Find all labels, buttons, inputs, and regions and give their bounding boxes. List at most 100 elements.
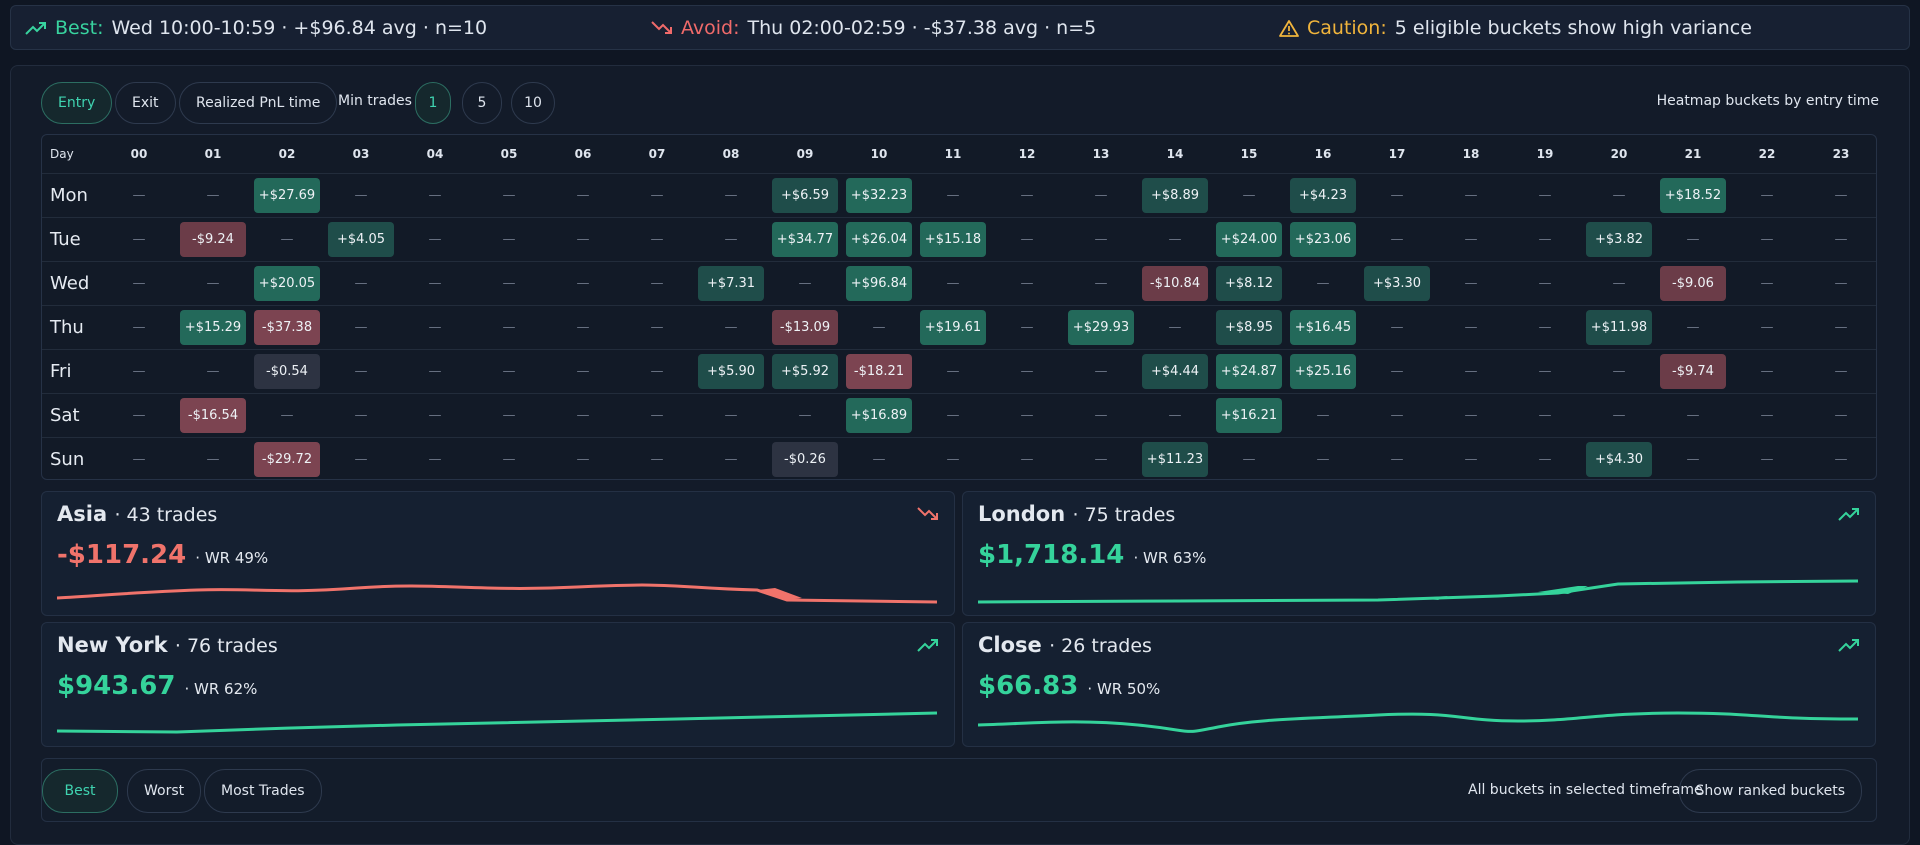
heatmap-cell: —	[472, 173, 546, 217]
heatmap-cell: —	[546, 261, 620, 305]
heatmap-cell: +$4.23	[1286, 173, 1360, 217]
min-trades-label: Min trades	[338, 93, 412, 109]
empty-cell: —	[576, 275, 590, 291]
pnl-chip: +$5.92	[772, 353, 838, 389]
heatmap-cell: +$16.21	[1212, 393, 1286, 437]
heatmap-cell: —	[694, 437, 768, 479]
hour-label: 23	[1832, 147, 1850, 161]
empty-cell: —	[1612, 187, 1626, 203]
heatmap-cell: —	[1508, 393, 1582, 437]
heatmap-cell: —	[546, 437, 620, 479]
empty-cell: —	[428, 451, 442, 467]
mode-toggle[interactable]: Realized PnL time	[179, 82, 338, 124]
heatmap-cell: +$29.93	[1064, 305, 1138, 349]
empty-cell: —	[1094, 451, 1108, 467]
empty-cell: —	[502, 231, 516, 247]
heatmap-cell: +$11.98	[1582, 305, 1656, 349]
hour-label: 06	[574, 147, 592, 161]
heatmap-cell: —	[916, 173, 990, 217]
empty-cell: —	[1760, 275, 1774, 291]
heatmap-cell: +$3.82	[1582, 217, 1656, 261]
mode-toggle[interactable]: Entry	[41, 82, 113, 124]
heatmap-cell: —	[1656, 393, 1730, 437]
heatmap-cell: +$8.12	[1212, 261, 1286, 305]
heatmap-cell: —	[916, 393, 990, 437]
pnl-chip: -$10.84	[1142, 265, 1208, 301]
heatmap-cell: +$32.23	[842, 173, 916, 217]
show-ranked-button[interactable]: Show ranked buckets	[1678, 769, 1862, 813]
heatmap-cell: —	[1064, 217, 1138, 261]
heatmap-cell: —	[472, 437, 546, 479]
pnl-chip: +$7.31	[698, 265, 764, 301]
hour-label: 02	[278, 147, 296, 161]
heatmap-cell: —	[1434, 393, 1508, 437]
empty-cell: —	[1760, 187, 1774, 203]
sparkline-path	[978, 711, 1859, 733]
heatmap-cell: +$26.04	[842, 217, 916, 261]
heatmap-cell: —	[990, 261, 1064, 305]
empty-cell: —	[1242, 187, 1256, 203]
pnl-chip: +$11.23	[1142, 441, 1208, 477]
empty-cell: —	[1686, 231, 1700, 247]
min-trades-toggle[interactable]: 10	[511, 82, 555, 124]
heatmap-cell: —	[620, 261, 694, 305]
hour-label: 21	[1684, 147, 1702, 161]
session-trades: · 75 trades	[1072, 504, 1176, 526]
min-trades-toggle[interactable]: 1	[415, 82, 451, 124]
trend-up-icon	[917, 639, 938, 652]
heatmap-cell: —	[1286, 393, 1360, 437]
empty-cell: —	[946, 363, 960, 379]
heatmap-cell: —	[620, 437, 694, 479]
heatmap-cell: —	[1360, 393, 1434, 437]
empty-cell: —	[946, 275, 960, 291]
mode-toggle[interactable]: Exit	[115, 82, 176, 124]
heatmap-cell: —	[176, 437, 250, 479]
hour-label: 15	[1240, 147, 1258, 161]
heatmap-cell: —	[990, 349, 1064, 393]
row-divider	[42, 305, 1876, 306]
win-rate: · WR 50%	[1087, 680, 1161, 698]
empty-cell: —	[946, 187, 960, 203]
session-name: London	[978, 502, 1066, 526]
empty-cell: —	[354, 275, 368, 291]
heatmap-cell: —	[1730, 393, 1804, 437]
empty-cell: —	[1390, 363, 1404, 379]
avoid-text: Thu 02:00-02:59 · -$37.38 avg · n=5	[747, 16, 1097, 39]
empty-cell: —	[1464, 451, 1478, 467]
row-divider	[42, 173, 1876, 174]
min-trades-toggle[interactable]: 5	[462, 82, 502, 124]
heatmap-cell: —	[250, 393, 324, 437]
heatmap-cell: —	[546, 393, 620, 437]
sort-toggle[interactable]: Most Trades	[204, 769, 322, 813]
empty-cell: —	[1390, 407, 1404, 423]
empty-cell: —	[1020, 231, 1034, 247]
heatmap-cell: —	[1656, 217, 1730, 261]
heatmap-cell: —	[102, 305, 176, 349]
hour-label: 04	[426, 147, 444, 161]
empty-cell: —	[428, 231, 442, 247]
day-label: Sat	[50, 404, 80, 426]
empty-cell: —	[724, 451, 738, 467]
pnl-chip: +$3.82	[1586, 221, 1652, 257]
hour-label: 07	[648, 147, 666, 161]
heatmap-cell: —	[990, 305, 1064, 349]
empty-cell: —	[1464, 319, 1478, 335]
sparkline-path	[57, 583, 938, 604]
row-divider	[42, 217, 1876, 218]
row-divider	[42, 349, 1876, 350]
pnl-chip: +$26.04	[846, 221, 912, 257]
heatmap-cell: —	[546, 349, 620, 393]
pnl-value: -$117.24	[57, 540, 187, 570]
heatmap-cell: —	[620, 173, 694, 217]
empty-cell: —	[428, 187, 442, 203]
heatmap-cell: —	[1138, 305, 1212, 349]
heatmap-cell: —	[102, 173, 176, 217]
sort-toggle[interactable]: Best	[42, 769, 118, 813]
empty-cell: —	[724, 407, 738, 423]
sort-toggle[interactable]: Worst	[127, 769, 202, 813]
empty-cell: —	[1020, 451, 1034, 467]
heatmap-cell: —	[1286, 437, 1360, 479]
sparkline-path	[978, 579, 1859, 604]
heatmap-cell: —	[398, 349, 472, 393]
